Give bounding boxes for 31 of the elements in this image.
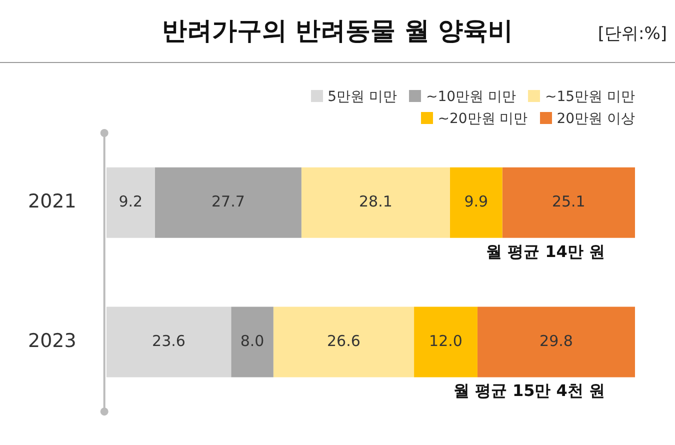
data-label: 9.9 xyxy=(464,192,488,211)
data-label: 28.1 xyxy=(358,192,392,211)
chart-subtitle: [단위:%] xyxy=(598,23,667,45)
annotation: 월 평균 15만 4천 원 xyxy=(453,381,605,400)
data-label: 12.0 xyxy=(429,332,462,350)
bar xyxy=(414,306,478,378)
legend-label: 5만원 미만 xyxy=(326,89,397,105)
bar xyxy=(502,167,635,238)
bar xyxy=(231,306,274,378)
y-tick-label: 2023 xyxy=(28,330,76,352)
y-tick-label: 2021 xyxy=(28,190,76,213)
bar xyxy=(154,167,302,238)
data-label: 25.1 xyxy=(552,192,586,211)
annotation: 월 평균 14만 원 xyxy=(486,242,605,261)
legend-label: ~15만원 미만 xyxy=(544,89,635,105)
bar xyxy=(106,306,232,378)
bar xyxy=(477,306,635,378)
legend-label: 20만원 이상 xyxy=(556,111,635,127)
bar xyxy=(450,167,502,238)
data-label: 8.0 xyxy=(240,332,264,350)
legend-label: ~10만원 미만 xyxy=(425,89,516,105)
data-label: 27.7 xyxy=(212,192,245,211)
legend-label: ~20만원 미만 xyxy=(436,111,528,127)
bar xyxy=(301,167,450,238)
chart-title: 반려가구의 반려동물 월 양육비 xyxy=(162,16,514,45)
data-label: 26.6 xyxy=(327,332,360,350)
bar xyxy=(273,306,414,378)
data-label: 23.6 xyxy=(152,332,186,350)
bar xyxy=(106,167,155,238)
data-label: 29.8 xyxy=(540,332,573,350)
data-label: 9.2 xyxy=(118,192,143,211)
